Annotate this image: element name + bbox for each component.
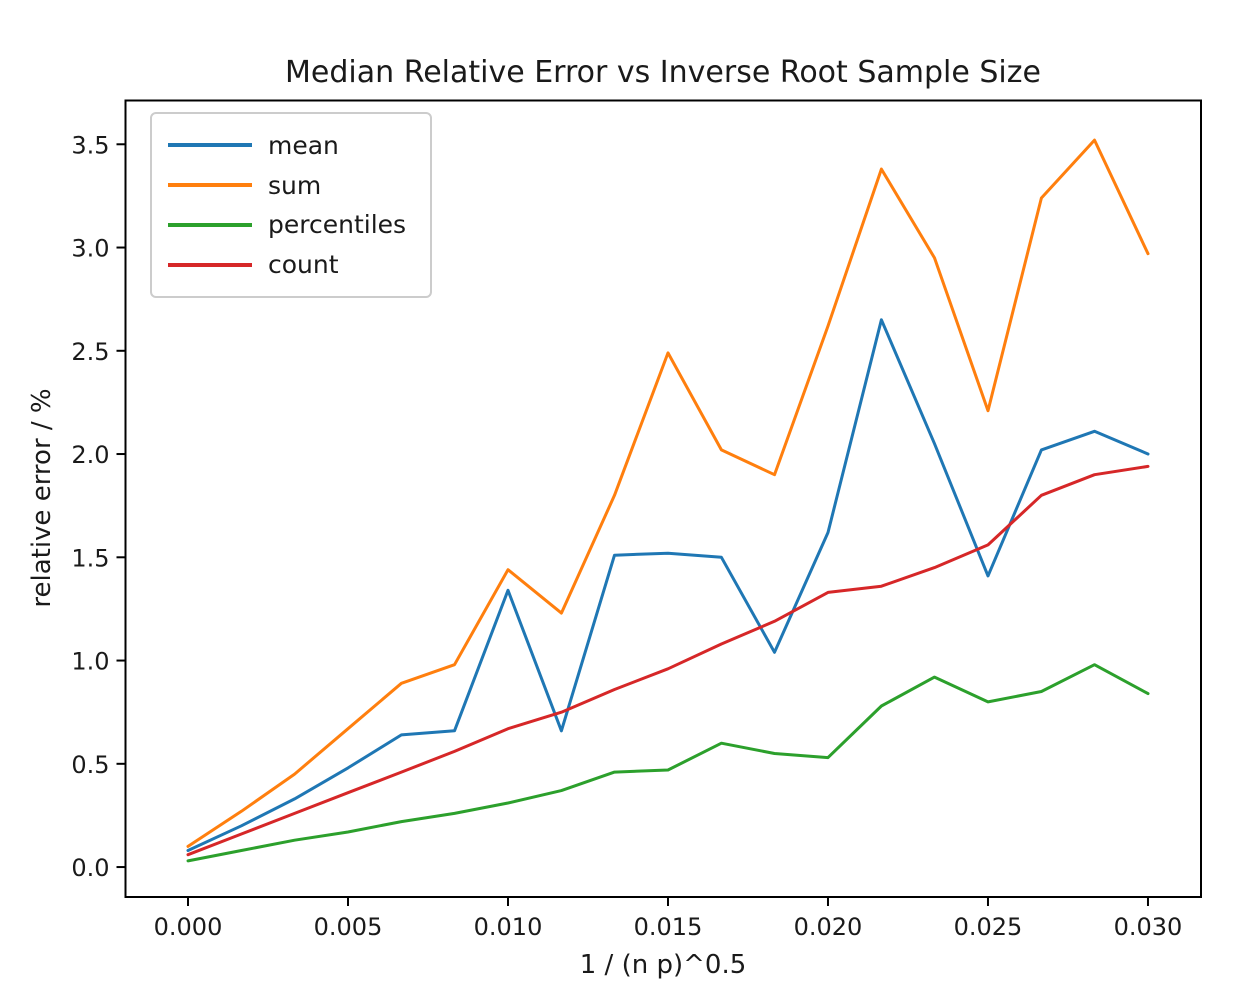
x-axis-label: 1 / (n p)^0.5	[579, 950, 747, 980]
legend-label-sum: sum	[268, 170, 322, 200]
y-tick-label: 0.5	[71, 751, 109, 779]
series-line-count	[186, 464, 1150, 857]
axes-frame	[124, 99, 1202, 898]
legend-item-mean: mean	[152, 133, 430, 158]
y-tick-label: 1.5	[71, 544, 109, 572]
y-tick-label: 0.0	[71, 854, 109, 882]
x-tick-label: 0.010	[474, 913, 543, 941]
legend-item-count: count	[152, 252, 430, 277]
legend-swatch-percentiles	[168, 222, 252, 227]
x-tick-label: 0.000	[154, 913, 223, 941]
chart-title: Median Relative Error vs Inverse Root Sa…	[285, 55, 1041, 90]
x-tick-label: 0.005	[314, 913, 383, 941]
series-line-sum	[186, 138, 1150, 848]
legend-label-count: count	[268, 250, 339, 280]
legend-swatch-sum	[168, 183, 252, 188]
y-tick-label: 2.0	[71, 441, 109, 469]
x-tick-label: 0.020	[794, 913, 863, 941]
legend-swatch-count	[168, 262, 252, 267]
y-tick-label: 3.5	[71, 131, 109, 159]
legend-swatch-mean	[168, 143, 252, 148]
legend-item-percentiles: percentiles	[152, 212, 430, 237]
legend-label-percentiles: percentiles	[268, 210, 407, 240]
legend-label-mean: mean	[268, 130, 339, 160]
x-tick-label: 0.015	[634, 913, 703, 941]
x-tick-label: 0.030	[1114, 913, 1183, 941]
legend-item-sum: sum	[152, 173, 430, 198]
y-tick-label: 3.0	[71, 235, 109, 263]
x-tick-label: 0.025	[954, 913, 1023, 941]
series-line-percentiles	[186, 663, 1150, 863]
y-tick-label: 2.5	[71, 338, 109, 366]
series-line-mean	[186, 318, 1150, 852]
y-tick-label: 1.0	[71, 648, 109, 676]
legend: mean sum percentiles count	[150, 112, 432, 298]
